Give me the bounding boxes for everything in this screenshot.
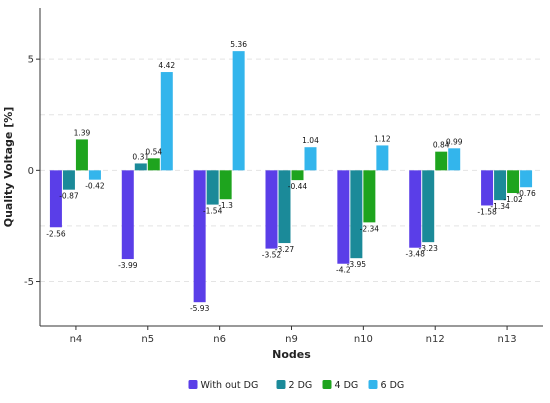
data-label-n10: 1.12	[374, 134, 391, 143]
data-label-n12: -3.23	[419, 244, 439, 253]
bar-n13-2-dg	[494, 170, 507, 201]
data-label-n4: -0.42	[85, 182, 105, 191]
bar-n6-6-dg	[232, 51, 245, 171]
legend-swatch	[368, 380, 378, 389]
data-label-n13: -1.34	[490, 202, 510, 211]
bars	[49, 51, 533, 303]
data-label-n13: -1.58	[477, 207, 497, 216]
data-label-n10: -4.2	[336, 266, 351, 275]
bar-n10-4-dg	[363, 170, 376, 223]
bar-n10-with-out-dg	[337, 170, 350, 264]
bar-n9-6-dg	[304, 147, 317, 171]
bar-n9-4-dg	[291, 170, 304, 181]
data-label-n9: -3.52	[262, 251, 282, 260]
data-label-n9: 1.04	[302, 136, 319, 145]
legend-swatch	[276, 380, 286, 389]
data-label-n13: -0.76	[516, 189, 536, 198]
bar-n12-6-dg	[448, 148, 461, 171]
bar-n6-2-dg	[206, 170, 219, 205]
data-label-n5: 4.42	[158, 61, 175, 70]
data-label-n10: -3.95	[347, 260, 367, 269]
bar-n4-6-dg	[88, 170, 101, 180]
y-tick-label: 5	[28, 55, 34, 66]
data-label-n12: 0.99	[446, 137, 463, 146]
legend-entry: 2 DG	[289, 380, 313, 391]
legend-swatch	[188, 380, 198, 389]
data-label-n4: -0.87	[59, 192, 79, 201]
legend-entry: 4 DG	[335, 380, 359, 391]
x-tick-label-n12: n12	[426, 334, 445, 345]
bar-n10-6-dg	[376, 145, 389, 171]
bar-n9-with-out-dg	[265, 170, 278, 249]
legend-entry: With out DG	[201, 380, 259, 391]
x-tick-label-n6: n6	[213, 334, 226, 345]
x-tick-label-n9: n9	[285, 334, 298, 345]
bar-n6-with-out-dg	[193, 170, 206, 303]
bar-n12-2-dg	[422, 170, 435, 243]
legend: With out DG 2 DG 4 DG 6 DG	[188, 380, 405, 391]
data-label-n9: -3.27	[275, 245, 295, 254]
data-label-n12: 0.84	[433, 141, 450, 150]
data-label-n6: 5.36	[230, 40, 247, 49]
data-label-n5: -3.99	[118, 261, 138, 270]
data-label-n10: -2.34	[360, 224, 380, 233]
data-label-n5: 0.54	[145, 147, 162, 156]
bar-n4-2-dg	[62, 170, 75, 190]
data-labels: -2.56 -0.87 1.39 -0.42 -3.99 0.310.54 4.42 -5.9…	[46, 40, 536, 313]
y-tick-label: -5	[24, 277, 34, 288]
bar-n12-4-dg	[435, 151, 448, 171]
bar-n13-6-dg	[520, 170, 533, 188]
x-tick-label-n10: n10	[354, 334, 373, 345]
bar-n4-with-out-dg	[49, 170, 62, 228]
bar-n5-with-out-dg	[121, 170, 134, 260]
data-label-n5: 0.31	[132, 152, 149, 161]
bar-n9-2-dg	[278, 170, 291, 244]
bar-n6-4-dg	[219, 170, 232, 200]
bar-n13-with-out-dg	[481, 170, 494, 206]
legend-entry: 6 DG	[381, 380, 405, 391]
bar-n10-2-dg	[350, 170, 363, 259]
y-tick-label: 0	[28, 166, 34, 177]
bar-n5-2-dg	[134, 163, 147, 171]
y-axis-title: Quality Voltage [%]	[2, 107, 15, 228]
x-axis-title: Nodes	[272, 348, 311, 361]
bar-n12-with-out-dg	[409, 170, 422, 248]
x-tick-label-n4: n4	[70, 334, 83, 345]
data-label-n13: -1.02	[503, 195, 523, 204]
data-label-n12: -3.48	[406, 250, 426, 259]
legend-swatch	[322, 380, 332, 389]
data-label-n4: 1.39	[74, 128, 91, 137]
data-label-n6: -5.93	[190, 304, 210, 313]
bar-n5-6-dg	[160, 72, 173, 171]
axes: -5 0 5 n4 n5 n6 n9 n10 n12 n13	[24, 8, 543, 345]
data-label-n4: -2.56	[46, 229, 66, 238]
data-label-n6: -1.54	[203, 207, 223, 216]
data-label-n9: -0.44	[288, 182, 308, 191]
bar-n4-4-dg	[75, 139, 88, 171]
data-label-n6: -1.3	[218, 201, 233, 210]
x-tick-label-n13: n13	[498, 334, 517, 345]
bar-n5-4-dg	[147, 158, 160, 171]
bar-n13-4-dg	[507, 170, 520, 194]
x-tick-label-n5: n5	[141, 334, 154, 345]
